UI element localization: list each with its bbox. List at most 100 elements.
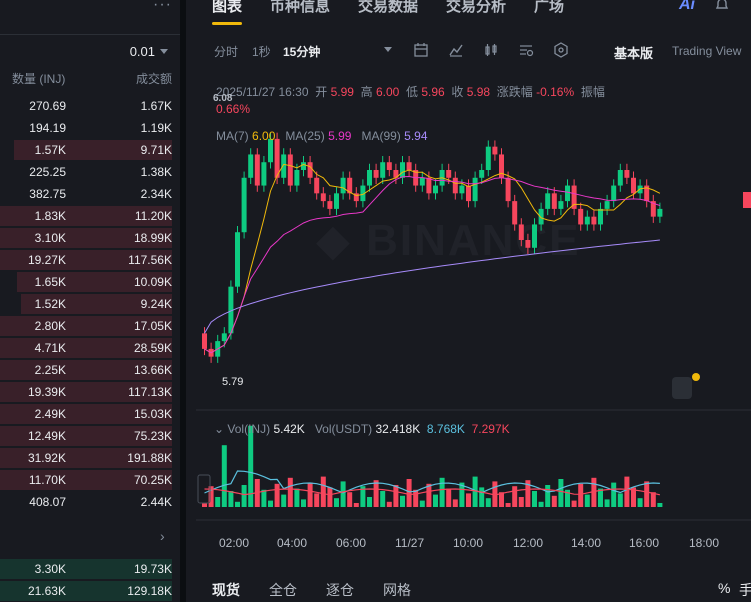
volume-bar bbox=[565, 489, 570, 507]
candle-body bbox=[485, 146, 491, 170]
volume-bar bbox=[241, 485, 247, 507]
depth-bar bbox=[17, 272, 172, 292]
tab-chart[interactable]: 图表 bbox=[212, 0, 243, 15]
tab-coin-info[interactable]: 币种信息 bbox=[270, 0, 331, 15]
percent-toggle[interactable]: % bbox=[718, 580, 731, 596]
volume-bar bbox=[320, 476, 326, 507]
ma25-label: MA(25) bbox=[285, 129, 325, 143]
tab-isolated[interactable]: 逐仓 bbox=[326, 582, 354, 598]
row-qty: 194.19 bbox=[29, 121, 66, 135]
ask-row[interactable]: 11.70K 70.25K bbox=[0, 469, 172, 491]
tf-15m[interactable]: 15分钟 bbox=[283, 45, 321, 59]
collapse-caret-icon[interactable]: ⌄ bbox=[214, 422, 225, 436]
calendar-icon[interactable] bbox=[412, 41, 430, 59]
settings-hex-icon[interactable] bbox=[552, 41, 570, 59]
ask-row[interactable]: 2.25K 13.66K bbox=[0, 359, 172, 381]
time-tick-label: 04:00 bbox=[277, 536, 308, 550]
precision-select[interactable]: 0.01 bbox=[130, 44, 168, 59]
volume-bar bbox=[446, 488, 452, 507]
ask-row[interactable]: 1.65K 10.09K bbox=[0, 271, 172, 293]
volume-bar bbox=[598, 488, 603, 507]
volume-bar bbox=[334, 498, 339, 507]
volume-bar bbox=[644, 481, 650, 507]
row-qty: 12.49K bbox=[27, 429, 66, 443]
timeframe-caret-icon[interactable] bbox=[384, 47, 392, 52]
ai-icon[interactable]: Ai bbox=[679, 0, 695, 13]
ask-row[interactable]: 194.19 1.19K bbox=[0, 117, 172, 139]
row-amount: 17.05K bbox=[133, 319, 172, 333]
tab-trade-data[interactable]: 交易数据 bbox=[358, 0, 419, 15]
ask-row[interactable]: 270.69 1.67K bbox=[0, 95, 172, 117]
chart-tabs: 图表 币种信息 交易数据 交易分析 广场 Ai bbox=[186, 0, 751, 25]
ask-row[interactable]: 2.80K 17.05K bbox=[0, 315, 172, 337]
tab-square[interactable]: 广场 bbox=[534, 0, 565, 15]
candle-body bbox=[202, 333, 207, 349]
candle-body bbox=[532, 224, 537, 248]
lot-toggle[interactable]: 手 bbox=[739, 582, 751, 598]
tradingview-toggle[interactable]: Trading View bbox=[672, 44, 742, 58]
row-amount: 117.56K bbox=[128, 253, 172, 267]
indicator-icon[interactable] bbox=[447, 41, 465, 59]
volume-bar bbox=[604, 499, 610, 507]
vol-ma2-line bbox=[204, 488, 661, 496]
bell-icon[interactable] bbox=[714, 0, 730, 12]
ask-row[interactable]: 3.10K 18.99K bbox=[0, 227, 172, 249]
volume-bar bbox=[360, 486, 366, 507]
tab-trade-analysis[interactable]: 交易分析 bbox=[446, 0, 507, 15]
volume-pane-toggle bbox=[197, 474, 211, 504]
row-qty: 19.39K bbox=[27, 385, 66, 399]
volume-bar bbox=[235, 501, 240, 507]
more-dots-icon[interactable]: ··· bbox=[153, 0, 172, 13]
ask-row[interactable]: 382.75 2.34K bbox=[0, 183, 172, 205]
candle-body bbox=[386, 162, 392, 170]
candle-style-icon[interactable] bbox=[482, 41, 500, 59]
bid-row[interactable]: 3.30K 19.73K bbox=[0, 558, 172, 580]
ma-info: MA(7) 6.00 MA(25) 5.99 MA(99) 5.94 bbox=[216, 129, 428, 143]
volume-bar bbox=[426, 483, 432, 507]
time-tick-label: 14:00 bbox=[571, 536, 602, 550]
candle-body bbox=[320, 193, 326, 202]
volume-bar bbox=[499, 492, 504, 507]
ask-row[interactable]: 1.83K 11.20K bbox=[0, 205, 172, 227]
volume-bar bbox=[631, 487, 636, 507]
drawing-tools-icon[interactable] bbox=[517, 41, 535, 59]
volume-bar bbox=[439, 477, 445, 507]
chevron-right-icon[interactable]: › bbox=[160, 528, 165, 544]
ask-row[interactable]: 19.27K 117.56K bbox=[0, 249, 172, 271]
ask-row[interactable]: 12.49K 75.23K bbox=[0, 425, 172, 447]
ask-row[interactable]: 31.92K 191.88K bbox=[0, 447, 172, 469]
bid-row[interactable]: 21.63K 129.18K bbox=[0, 580, 172, 602]
row-qty: 1.83K bbox=[34, 209, 66, 223]
candle-body bbox=[446, 170, 452, 178]
tab-grid[interactable]: 网格 bbox=[383, 582, 411, 598]
chart-canvas[interactable] bbox=[196, 75, 751, 555]
volume-bar bbox=[248, 425, 254, 507]
caret-down-icon bbox=[160, 49, 168, 54]
basic-version-toggle[interactable]: 基本版 bbox=[614, 46, 654, 61]
ask-row[interactable]: 19.39K 117.13K bbox=[0, 381, 172, 403]
ma7-line bbox=[204, 163, 661, 354]
volume-bar bbox=[492, 481, 498, 507]
vol-ma1-value: 8.768K bbox=[426, 422, 465, 436]
ask-row[interactable]: 4.71K 28.59K bbox=[0, 337, 172, 359]
ask-row[interactable]: 1.57K 9.71K bbox=[0, 139, 172, 161]
ask-row[interactable]: 408.07 2.44K bbox=[0, 491, 172, 513]
low-value: 5.96 bbox=[421, 85, 445, 99]
vol-usdt-label: Vol(USDT) bbox=[314, 422, 373, 436]
candle-body bbox=[353, 193, 359, 202]
candle-body bbox=[512, 201, 518, 225]
ask-row[interactable]: 225.25 1.38K bbox=[0, 161, 172, 183]
volume-bar bbox=[637, 498, 643, 507]
row-qty: 31.92K bbox=[27, 451, 66, 465]
tf-1s[interactable]: 1秒 bbox=[252, 45, 271, 59]
volume-bar bbox=[459, 482, 465, 507]
tab-spot[interactable]: 现货 bbox=[212, 582, 240, 598]
ask-row[interactable]: 1.52K 9.24K bbox=[0, 293, 172, 315]
volume-bar bbox=[512, 486, 518, 507]
ask-row[interactable]: 2.49K 15.03K bbox=[0, 403, 172, 425]
volume-bar bbox=[307, 482, 313, 507]
tf-line[interactable]: 分时 bbox=[214, 45, 239, 59]
candle-body bbox=[433, 185, 438, 194]
tab-cross[interactable]: 全仓 bbox=[269, 582, 297, 598]
kline-chart[interactable]: ◆ BINANCE 2025/11/27 16:30 开 5.99 高 6.00… bbox=[196, 75, 751, 555]
